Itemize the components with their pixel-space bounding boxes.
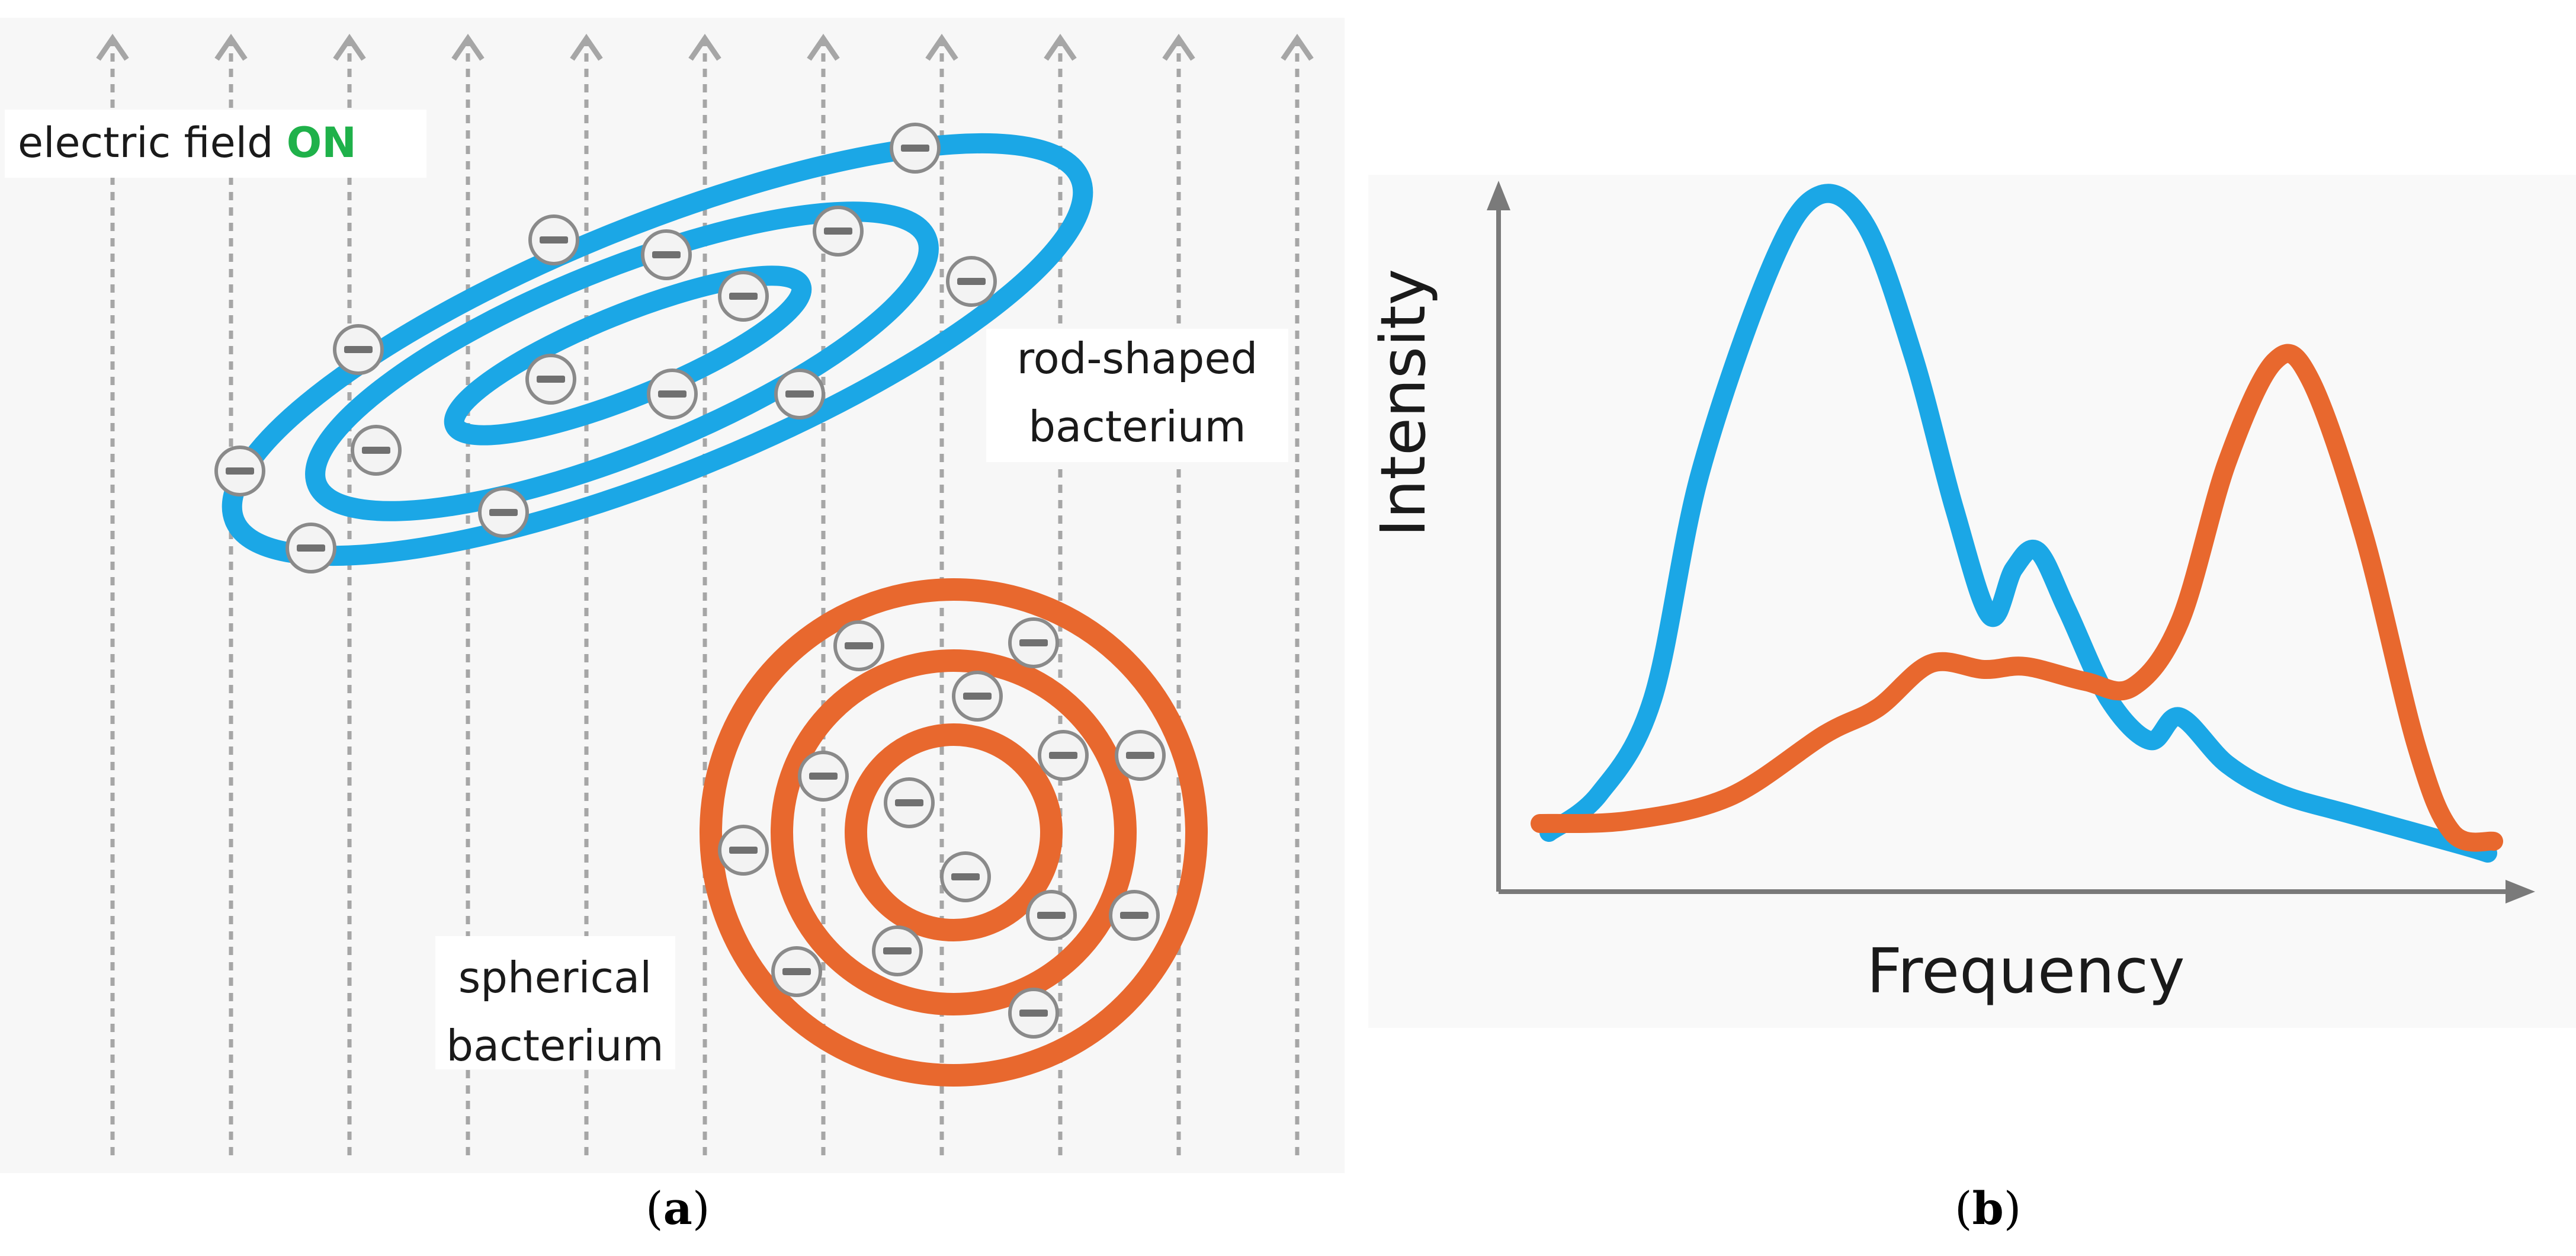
arrow-up-icon: [688, 34, 721, 61]
negative-charge-icon: [1038, 730, 1089, 781]
negative-charge-icon: [872, 925, 923, 976]
negative-charge-icon: [351, 425, 402, 476]
surface-charges: [214, 123, 1166, 1039]
field-label-text: electric field: [18, 118, 287, 167]
panel-b-label: (b): [1955, 1182, 2022, 1235]
negative-charge-icon: [813, 206, 864, 257]
negative-charge-icon: [214, 446, 265, 496]
sphere-label-line2: bacterium: [446, 1021, 663, 1071]
negative-charge-icon: [1026, 890, 1077, 941]
rod-membrane-ring: [305, 201, 939, 521]
arrow-up-icon: [807, 34, 840, 61]
negative-charge-icon: [890, 123, 941, 174]
negative-charge-icon: [952, 671, 1003, 722]
negative-charge-icon: [798, 751, 849, 802]
negative-charge-icon: [718, 825, 769, 876]
negative-charge-icon: [940, 851, 991, 902]
panel-a-label: (a): [646, 1182, 710, 1235]
spectrum-axes: [1487, 181, 2535, 903]
negative-charge-icon: [1008, 617, 1059, 668]
sphere-label-box: [435, 936, 675, 1069]
arrow-up-icon: [570, 34, 603, 61]
field-state-on: ON: [287, 118, 357, 167]
negative-charge-icon: [774, 369, 825, 419]
arrow-up-icon: [1281, 34, 1314, 61]
negative-charge-icon: [1008, 988, 1059, 1039]
arrow-up-icon: [214, 34, 248, 61]
negative-charge-icon: [1109, 890, 1160, 941]
rod-label-line1: rod-shaped: [1017, 334, 1258, 383]
negative-charge-icon: [528, 214, 579, 265]
sphere-membrane-ring: [700, 578, 1208, 1087]
negative-charge-icon: [285, 523, 336, 573]
field-label: electric field ON: [18, 118, 357, 167]
field-line: [1162, 34, 1195, 1155]
rod-membrane-ring: [444, 265, 812, 446]
negative-charge-icon: [333, 324, 384, 375]
sphere-spectrum-curve: [1531, 344, 2503, 852]
rod-shaped-bacterium: [222, 133, 1093, 566]
arrow-up-icon: [96, 34, 129, 61]
arrow-up-icon: [925, 34, 958, 61]
y-axis-arrowhead: [1487, 181, 1510, 210]
sphere-label-line1: spherical: [458, 953, 652, 1002]
field-line: [214, 34, 248, 1155]
negative-charge-icon: [771, 946, 822, 997]
field-line: [1281, 34, 1314, 1155]
field-line: [333, 34, 366, 1155]
x-axis-arrowhead: [2506, 880, 2535, 903]
negative-charge-icon: [525, 354, 576, 405]
rod-label-line2: bacterium: [1028, 402, 1246, 451]
negative-charge-icon: [647, 369, 698, 419]
negative-charge-icon: [884, 777, 935, 828]
x-axis-label: Frequency: [1866, 935, 2184, 1007]
rod-spectrum-curve: [1539, 184, 2497, 863]
negative-charge-icon: [641, 229, 692, 280]
negative-charge-icon: [833, 620, 884, 671]
field-label-box: [5, 110, 426, 178]
negative-charge-icon: [478, 487, 529, 538]
arrow-up-icon: [333, 34, 366, 61]
negative-charge-icon: [946, 256, 997, 307]
rod-label-box: [986, 329, 1288, 462]
sphere-membrane-ring: [771, 649, 1137, 1015]
spherical-bacterium: [700, 578, 1208, 1087]
negative-charge-icon: [718, 271, 769, 322]
rod-membrane-ring: [222, 133, 1093, 566]
field-line: [96, 34, 129, 1155]
y-axis-label: Intensity: [1367, 269, 1439, 537]
arrow-up-icon: [1044, 34, 1077, 61]
sphere-membrane-ring: [845, 723, 1063, 941]
arrow-up-icon: [451, 34, 485, 61]
arrow-up-icon: [1162, 34, 1195, 61]
negative-charge-icon: [1115, 730, 1166, 781]
